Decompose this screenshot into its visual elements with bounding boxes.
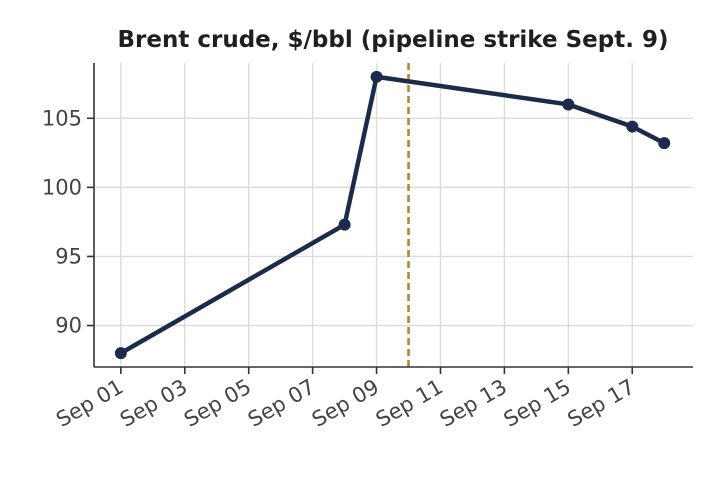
x-tick-label: Sep 13: [436, 375, 511, 432]
x-tick-label: Sep 07: [244, 375, 319, 432]
price-point: [626, 120, 639, 133]
price-point: [114, 347, 127, 360]
x-tick-label: Sep 05: [180, 375, 255, 432]
price-point: [370, 70, 383, 83]
x-tick-label: Sep 17: [564, 375, 639, 432]
price-point: [658, 137, 671, 150]
x-tick-label: Sep 03: [116, 375, 191, 432]
series-layer: [114, 70, 671, 360]
y-tick-label: 90: [55, 314, 82, 338]
grid-layer: [94, 63, 693, 367]
price-series-line: [118, 74, 667, 356]
y-tick-label: 105: [42, 106, 82, 130]
x-tick-label: Sep 09: [308, 375, 383, 432]
x-tick-label: Sep 01: [52, 375, 127, 432]
x-tick-label: Sep 11: [372, 375, 447, 432]
y-tick-label: 95: [55, 244, 82, 268]
x-tick-label: Sep 15: [500, 375, 575, 432]
chart-title: Brent crude, $/bbl (pipeline strike Sept…: [118, 27, 669, 53]
price-point: [562, 98, 575, 111]
y-tick-label: 100: [42, 175, 82, 199]
price-point: [338, 218, 351, 231]
